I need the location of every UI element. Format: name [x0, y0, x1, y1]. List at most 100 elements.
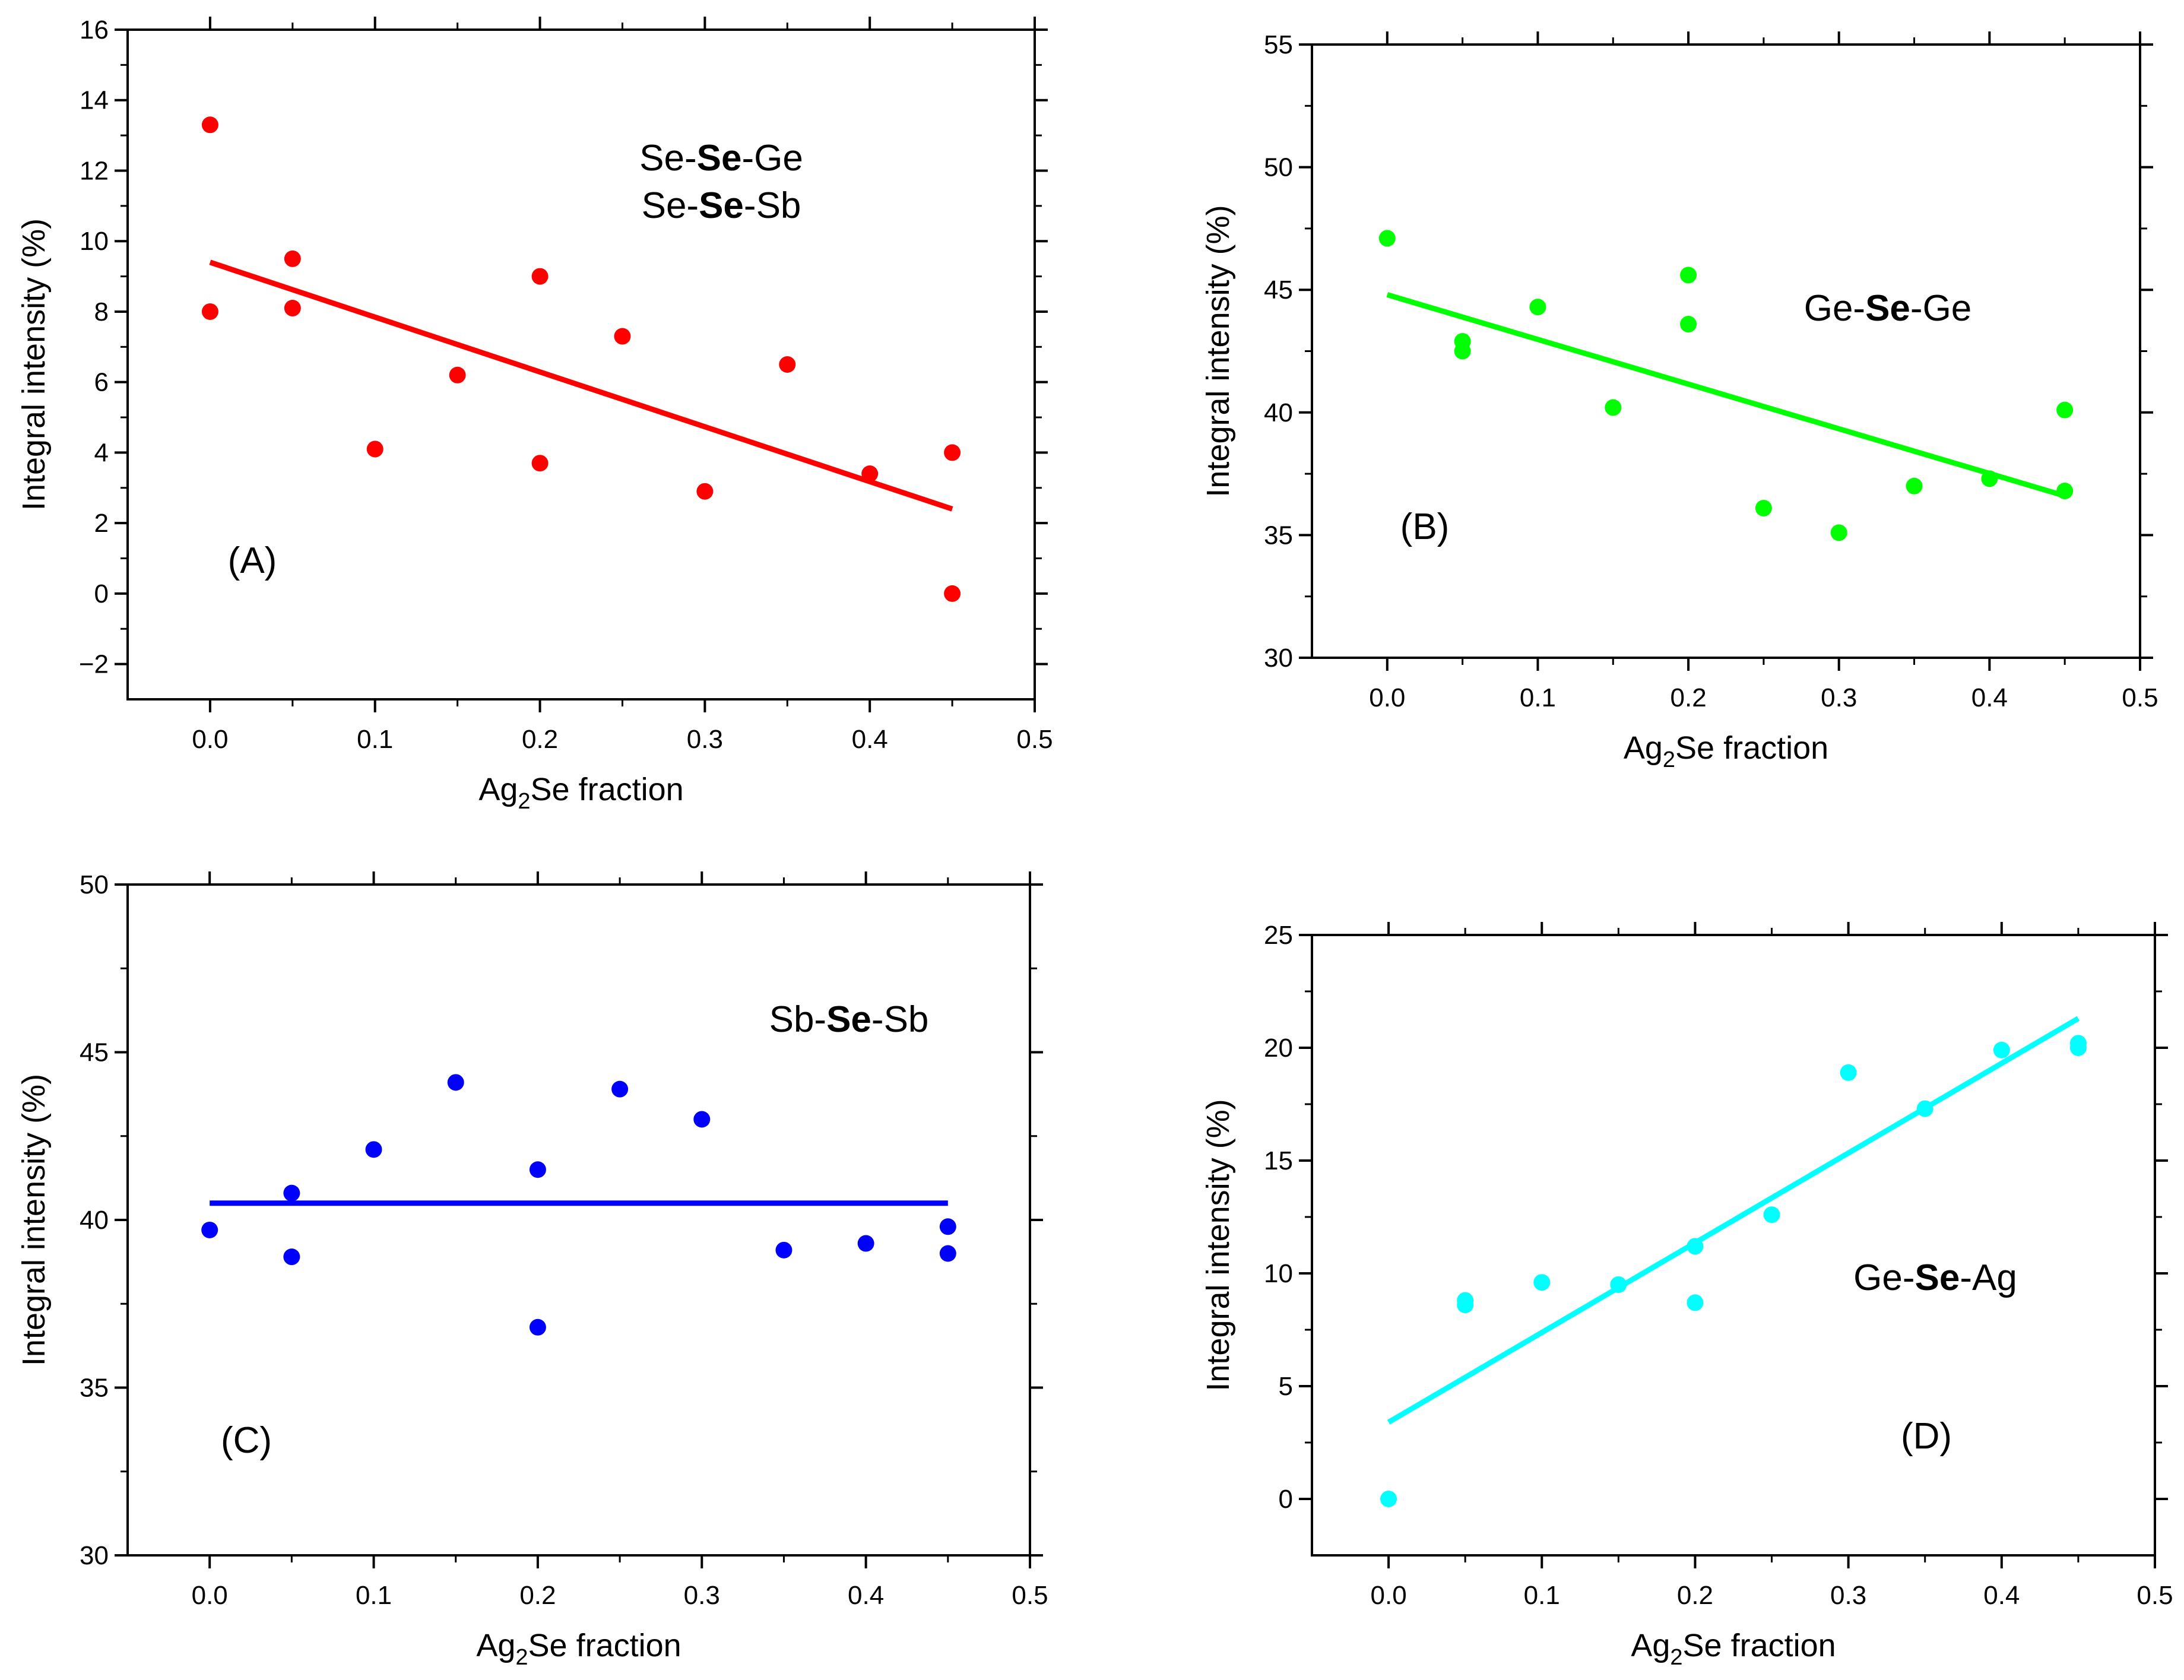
y-tick-label: 14 — [80, 86, 109, 115]
bond-annotation-part: Se — [699, 185, 744, 226]
y-tick-label: 45 — [1264, 275, 1293, 305]
panel-label: (A) — [228, 540, 277, 581]
data-point — [1380, 1491, 1397, 1507]
x-tick-label: 0.4 — [1983, 1581, 2020, 1610]
data-point — [449, 366, 466, 383]
plot-frame — [1311, 43, 2141, 659]
y-axis-title: Integral intensity (%) — [1200, 205, 1236, 497]
data-point — [1605, 399, 1622, 416]
data-point — [1454, 343, 1471, 360]
data-point — [2056, 401, 2074, 419]
x-tick-label: 0.5 — [1016, 725, 1053, 754]
data-point — [1981, 470, 1998, 487]
bond-annotation-part: Se — [1865, 288, 1910, 329]
bond-annotation: Ge-Se-Ge — [1804, 288, 1972, 329]
bond-annotation-part: -Sb — [744, 185, 801, 226]
x-axis-title: Ag2Se fraction — [1624, 730, 1828, 772]
data-point — [611, 1080, 629, 1098]
data-point — [2056, 483, 2074, 500]
data-point — [1687, 1238, 1704, 1255]
y-tick-label: 30 — [1264, 644, 1293, 673]
data-point — [283, 1184, 300, 1202]
bond-annotation-part: -Ge — [1910, 288, 1971, 329]
bond-annotation-part: Ge- — [1804, 288, 1865, 329]
y-tick-label: 16 — [80, 15, 109, 45]
x-tick-label: 0.5 — [1012, 1581, 1048, 1610]
chart-panel-b: 0.0 0.1 0.2 0.3 0.4 0.5 30 35 40 45 50 55 Ag2Se frac… — [1200, 30, 2158, 772]
data-point — [284, 250, 301, 267]
bond-annotation: Se-Se-Ge — [639, 138, 803, 179]
chart-panel-d: 0.0 0.1 0.2 0.3 0.4 0.5 0 5 10 15 20 25 Ag2Se fracti… — [1200, 921, 2173, 1670]
bond-annotation: Ge-Se-Ag — [1853, 1257, 2017, 1298]
data-point — [2069, 1039, 2087, 1056]
x-axis-title-part: Se fraction — [1683, 1628, 1836, 1663]
data-point — [201, 116, 218, 134]
plot-frame — [126, 28, 1036, 700]
y-tick-label: 2 — [94, 509, 109, 538]
data-point — [1906, 477, 1923, 495]
x-tick-label: 0.1 — [356, 1581, 392, 1610]
x-axis-title-part: Se fraction — [531, 772, 684, 807]
x-tick-label: 0.5 — [2137, 1581, 2173, 1610]
x-tick-label: 0.4 — [852, 725, 888, 754]
data-point — [939, 1245, 956, 1262]
plot-frame — [1311, 934, 2156, 1557]
data-point — [1378, 230, 1396, 247]
bond-annotation-part: Se — [697, 138, 742, 179]
x-axis-title: Ag2Se fraction — [1631, 1628, 1836, 1670]
x-axis-title-subscript: 2 — [1670, 1645, 1682, 1670]
x-tick-label: 0.0 — [192, 725, 228, 754]
x-axis-title-part: Ag — [1631, 1628, 1670, 1663]
data-point — [614, 328, 631, 345]
y-tick-label: 40 — [1264, 398, 1293, 427]
y-tick-label: 50 — [80, 870, 109, 899]
data-point — [944, 444, 961, 461]
data-point — [283, 1248, 300, 1266]
x-tick-label: 0.4 — [848, 1581, 884, 1610]
data-point — [1993, 1041, 2010, 1058]
y-tick-label: −2 — [79, 650, 109, 679]
data-point — [775, 1241, 793, 1259]
data-point — [1763, 1206, 1780, 1223]
fit-line — [209, 259, 953, 512]
y-tick-label: 0 — [94, 579, 109, 608]
data-point — [1840, 1064, 1857, 1081]
data-point — [1680, 267, 1697, 284]
x-axis-title: Ag2Se fraction — [476, 1628, 681, 1670]
data-point — [861, 465, 879, 483]
x-axis-title-part: Ag — [476, 1628, 515, 1663]
bond-annotation-part: -Sb — [871, 999, 928, 1040]
data-point — [779, 356, 796, 373]
data-point — [1916, 1100, 1933, 1117]
y-tick-label: 40 — [80, 1206, 109, 1235]
y-tick-label: 55 — [1264, 30, 1293, 59]
y-tick-label: 15 — [1264, 1146, 1293, 1175]
x-tick-label: 0.1 — [357, 725, 393, 754]
data-point — [531, 268, 549, 285]
y-tick-label: 12 — [80, 156, 109, 185]
data-point — [693, 1111, 711, 1128]
x-axis-title-part: Ag — [1624, 730, 1663, 766]
data-point — [531, 455, 549, 472]
x-tick-label: 0.2 — [519, 1581, 556, 1610]
bond-annotation-part: -Ge — [741, 138, 803, 179]
data-point — [201, 1221, 218, 1238]
bond-annotation-part: Se — [1915, 1257, 1960, 1298]
y-tick-label: 6 — [94, 368, 109, 397]
bond-annotation-part: Se- — [639, 138, 696, 179]
x-axis-title-subscript: 2 — [515, 1645, 528, 1670]
bond-annotation-part: Se- — [642, 185, 699, 226]
bond-annotation-part: Se — [826, 999, 871, 1040]
y-axis-title: Integral intensity (%) — [16, 1074, 52, 1366]
bond-annotation: Sb-Se-Sb — [769, 999, 929, 1040]
x-tick-label: 0.1 — [1524, 1581, 1560, 1610]
data-point — [1830, 524, 1847, 541]
x-tick-label: 0.4 — [1971, 683, 2008, 712]
data-point — [529, 1318, 546, 1336]
data-point — [1457, 1297, 1474, 1314]
y-tick-label: 10 — [1264, 1259, 1293, 1288]
x-axis-title: Ag2Se fraction — [478, 772, 683, 814]
bond-annotation: Se-Se-Sb — [642, 185, 801, 226]
